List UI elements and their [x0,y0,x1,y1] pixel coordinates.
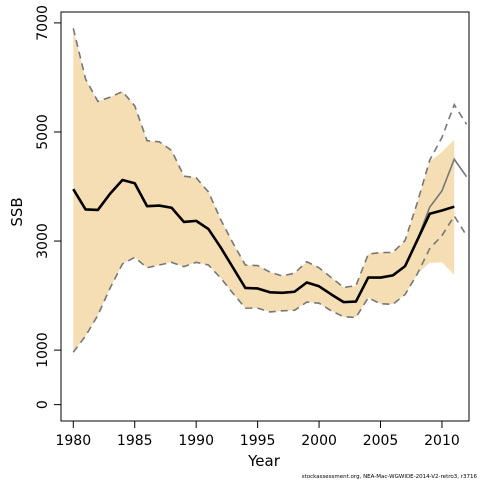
series-line-layer [72,28,468,353]
x-tick-label: 2005 [363,433,399,449]
x-tick-label: 1990 [178,433,214,449]
x-tick-label: 1985 [117,433,153,449]
y-axis-title: SSB [8,197,26,226]
confidence-band-layer [73,28,455,353]
x-tick-label: 1995 [240,433,276,449]
y-tick-label: 5000 [35,114,51,150]
y-tick-label: 3000 [35,223,51,259]
x-tick-label: 2000 [301,433,337,449]
y-tick-label: 0 [35,400,51,409]
x-axis-title: Year [247,452,281,470]
y-tick-label: 1000 [35,332,51,368]
confidence-band [73,28,455,353]
y-axis: 0 1000 3000 5000 7000 [35,5,62,409]
retro-lower-bound-line [72,214,468,353]
ssb-estimate-line [72,178,455,304]
x-tick-label: 1980 [55,433,91,449]
credit-text: stockassessment.org, NEA-Mac-WGWIDE-2014… [302,474,478,480]
x-axis: 1980 1985 1990 1995 2000 2005 2010 [55,420,460,449]
x-tick-label: 2010 [424,433,460,449]
y-tick-label: 7000 [35,5,51,41]
retro-upper-bound-line [72,28,468,289]
